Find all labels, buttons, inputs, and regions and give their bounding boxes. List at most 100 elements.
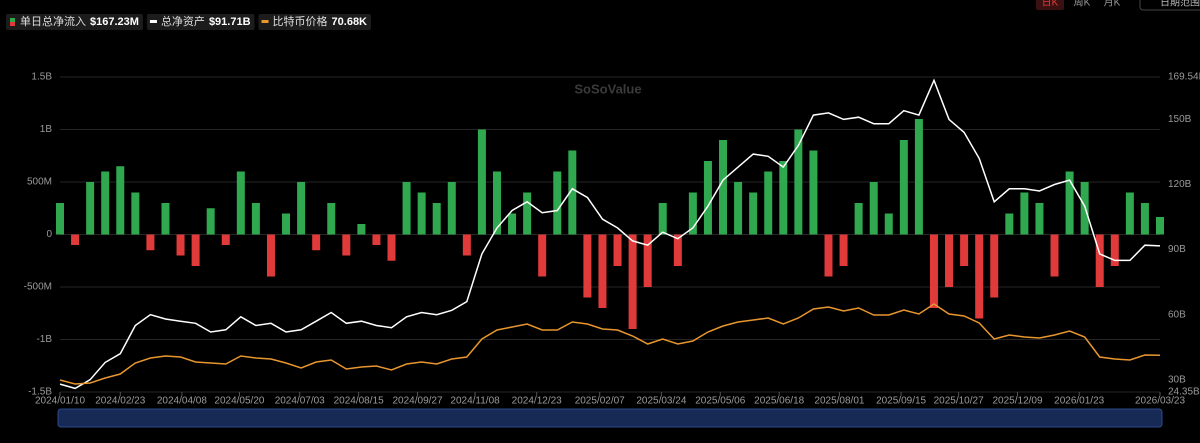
bar — [447, 182, 456, 235]
bar — [854, 203, 863, 235]
bar — [206, 208, 215, 235]
x-tick-label: 2025/10/27 — [934, 396, 984, 407]
bar — [794, 129, 803, 235]
bar — [734, 182, 743, 235]
bar — [477, 129, 486, 235]
bar — [1065, 171, 1074, 235]
x-tick-label: 2024/02/23 — [95, 396, 145, 407]
bar — [251, 203, 260, 235]
bar — [613, 234, 622, 266]
x-tick-label: 2026/03/23 — [1135, 396, 1185, 407]
x-tick-label: 2024/07/03 — [275, 396, 325, 407]
y-tick-label: 0 — [46, 229, 52, 240]
range-button[interactable] — [1139, 0, 1200, 11]
bar — [568, 150, 577, 235]
bar — [1020, 192, 1029, 235]
y2-tick-label: 30B — [1168, 374, 1186, 385]
bar — [282, 213, 291, 235]
legend-label: 单日总净流入 — [20, 14, 86, 28]
bar — [417, 192, 426, 235]
bar — [975, 234, 984, 319]
bar — [221, 234, 230, 245]
bar — [146, 234, 155, 251]
bar — [1005, 213, 1014, 235]
x-tick-label: 2024/01/10 — [35, 396, 85, 407]
legend: 单日总净流入 $167.23M 总净资产 $91.71B 比特币价格 70.68K — [6, 14, 372, 30]
bar — [508, 213, 517, 235]
y-tick-label: 500M — [27, 177, 52, 188]
bar — [1035, 203, 1044, 235]
bar — [553, 171, 562, 235]
bar — [628, 234, 637, 329]
bar — [312, 234, 321, 251]
period-button[interactable]: 日K — [1042, 0, 1059, 9]
x-tick-label: 2026/01/23 — [1054, 396, 1104, 407]
bar — [161, 203, 170, 235]
x-tick-label: 2024/11/08 — [450, 396, 500, 407]
x-tick-label: 2024/09/27 — [393, 396, 443, 407]
bar — [523, 192, 532, 235]
period-button[interactable]: 月K — [1104, 0, 1121, 9]
y-tick-label: -1.5B — [28, 387, 52, 398]
bar — [1095, 234, 1104, 287]
y2-tick-label: 90B — [1168, 244, 1186, 255]
bar — [86, 182, 95, 235]
x-tick-label: 2024/04/08 — [157, 396, 207, 407]
bar — [673, 234, 682, 266]
bar — [131, 192, 140, 235]
bar — [432, 203, 441, 235]
y2-tick-label: 150B — [1168, 114, 1192, 125]
navigator[interactable] — [57, 408, 1163, 428]
bar — [1156, 216, 1164, 235]
bar — [884, 213, 893, 235]
bar — [116, 166, 125, 235]
bar — [56, 203, 64, 235]
bar — [583, 234, 592, 298]
legend-swatch — [10, 22, 15, 26]
bar — [749, 192, 758, 235]
y-tick-label: 1.5B — [31, 72, 52, 83]
bar — [824, 234, 833, 277]
x-tick-label: 2025/05/06 — [695, 396, 745, 407]
x-tick-label: 2025/12/09 — [993, 396, 1043, 407]
bar — [372, 234, 381, 245]
bar — [1125, 192, 1134, 235]
range-button-label[interactable]: 日期范围 — [1160, 0, 1200, 9]
bar — [236, 171, 245, 235]
x-tick-label: 2025/02/07 — [575, 396, 625, 407]
y2-tick-label: 169.54B — [1168, 72, 1200, 83]
legend-box — [258, 14, 372, 30]
bar — [1110, 234, 1119, 266]
x-tick-label: 2024/08/15 — [334, 396, 384, 407]
bar — [929, 234, 938, 308]
x-tick-label: 2024/12/23 — [512, 396, 562, 407]
y2-tick-label: 120B — [1168, 179, 1192, 190]
bar — [598, 234, 607, 308]
bar — [869, 182, 878, 235]
y2-tick-label: 24.35B — [1168, 387, 1200, 398]
bar — [809, 150, 818, 235]
bar — [71, 234, 80, 245]
line — [59, 78, 1161, 390]
y2-tick-label: 60B — [1168, 309, 1186, 320]
watermark: SoSoValue — [574, 81, 641, 96]
bar — [538, 234, 547, 277]
legend-swatch — [149, 20, 157, 23]
bar — [643, 234, 652, 287]
legend-label: 比特币价格 — [273, 14, 328, 28]
x-tick-label: 2025/09/15 — [876, 396, 926, 407]
bar — [945, 234, 954, 287]
legend-box — [6, 14, 143, 30]
bar — [839, 234, 848, 266]
bar — [176, 234, 185, 256]
bar — [327, 203, 336, 235]
period-button[interactable]: 周K — [1074, 0, 1091, 9]
line — [59, 303, 1161, 385]
legend-value: $91.71B — [209, 16, 251, 28]
period-active-bg[interactable] — [1036, 0, 1064, 10]
legend-value: $167.23M — [90, 16, 139, 28]
bar — [960, 234, 969, 266]
bar — [387, 234, 396, 261]
bar — [191, 234, 200, 266]
